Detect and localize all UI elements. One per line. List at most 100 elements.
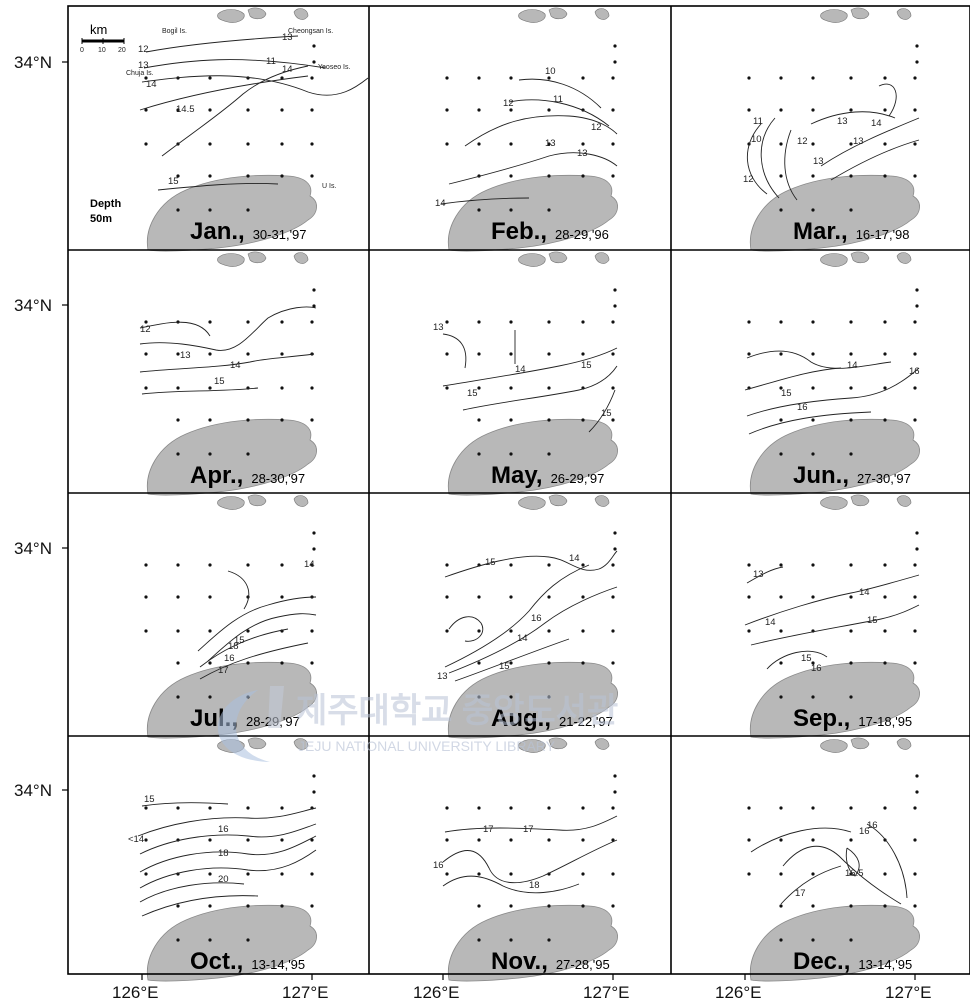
isotherm-label: 16 xyxy=(224,653,235,664)
survey-dates: 27-28,'95 xyxy=(556,957,610,972)
station-dots xyxy=(747,774,919,942)
island-label-yeoseo: Yeoseo Is. xyxy=(318,64,350,71)
isotherm-lines xyxy=(747,83,920,201)
watermark-logo xyxy=(217,690,270,762)
isotherm-label: 14.5 xyxy=(176,104,195,115)
depth-label-line1: Depth xyxy=(90,198,121,210)
isotherm-label: 17 xyxy=(218,665,229,676)
station-dots xyxy=(747,288,919,456)
jeju-island-landmass xyxy=(447,174,618,252)
isotherm-label: 15 xyxy=(601,408,612,419)
grid-frame xyxy=(67,5,970,975)
island-label-cheongsan: Cheongsan Is. xyxy=(288,28,333,35)
station-dots xyxy=(144,531,316,699)
isotherm-lines xyxy=(744,350,920,435)
isotherm-label: 10 xyxy=(545,66,556,77)
library-watermark: 제주대학교 중앙도서관 JEJU NATIONAL UNIVERSITY LIB… xyxy=(217,686,618,762)
lat-label-row3: 34°N xyxy=(14,539,52,558)
isotherm-label: 11 xyxy=(753,116,763,127)
survey-dates: 28-30,'97 xyxy=(251,471,305,486)
lon-label-col1-east: 127°E xyxy=(282,983,329,1002)
panels-layer: 12 13 14 14.5 15 13 14 11 Jan., 30-31,'97 10 11 12 13… xyxy=(128,7,920,982)
isotherm-label: 15 xyxy=(499,661,510,672)
survey-dates: 21-22,'97 xyxy=(559,714,613,729)
isotherm-label: 15 xyxy=(781,388,792,399)
isotherm-label: 14 xyxy=(517,633,528,644)
station-dots xyxy=(445,531,617,699)
scale-unit: km xyxy=(90,22,107,37)
panel-jan: 12 13 14 14.5 15 13 14 11 Jan., 30-31,'97 xyxy=(138,7,369,252)
isotherm-label: 16.5 xyxy=(845,868,864,879)
isotherm-label: 14 xyxy=(859,587,870,598)
isotherm-label: 16 xyxy=(811,663,822,674)
isotherm-label: 18 xyxy=(218,848,229,859)
northern-islands xyxy=(518,251,610,267)
isotherm-label: 13 xyxy=(753,569,764,580)
survey-dates: 13-14,'95 xyxy=(251,957,305,972)
survey-dates: 27-30,'97 xyxy=(857,471,911,486)
month-label: Dec., xyxy=(793,948,850,975)
isotherm-label: 13 xyxy=(813,156,824,167)
month-label: Jun., xyxy=(793,462,849,489)
isotherm-label: 12 xyxy=(503,98,514,109)
panel-dec: 16 16.5 17 16 Dec., 13-14,'95 xyxy=(747,737,920,982)
isotherm-label: 13 xyxy=(433,322,444,333)
northern-islands xyxy=(217,494,309,510)
survey-dates: 17-18,'95 xyxy=(858,714,912,729)
isotherm-label: 14 xyxy=(847,360,858,371)
island-label-bogil: Bogil Is. xyxy=(162,28,187,35)
lat-label-row4: 34°N xyxy=(14,781,52,800)
isotherm-label: 13 xyxy=(180,350,191,361)
isotherm-label: 16 xyxy=(909,366,920,377)
isotherm-lines xyxy=(137,802,317,917)
survey-dates: 26-29,'97 xyxy=(551,471,605,486)
month-label: Jan., xyxy=(190,218,245,245)
longitude-labels: 126°E 127°E 126°E 127°E 126°E 127°E xyxy=(112,974,932,1002)
jeju-island-landmass xyxy=(749,904,920,982)
survey-dates: 16-17,'98 xyxy=(856,227,910,242)
isotherm-label: 12 xyxy=(138,44,149,55)
survey-dates: 30-31,'97 xyxy=(253,227,307,242)
isotherm-lines xyxy=(139,35,369,191)
month-label: May, xyxy=(491,462,543,489)
month-label: Sep., xyxy=(793,705,850,732)
jeju-island-landmass xyxy=(749,418,920,496)
isotherm-label: 14 xyxy=(765,617,776,628)
month-label: Apr., xyxy=(190,462,243,489)
jeju-island-landmass xyxy=(146,418,317,496)
isotherm-label: <14 xyxy=(128,834,144,845)
isotherm-label: 13 xyxy=(837,116,848,127)
jeju-island-landmass xyxy=(447,418,618,496)
island-label-u: U Is. xyxy=(322,183,336,190)
depth-label: Depth 50m xyxy=(90,198,121,225)
station-dots xyxy=(747,531,919,699)
northern-islands xyxy=(217,251,309,267)
scale-tick-0: 0 xyxy=(80,47,84,54)
isotherm-label: 15 xyxy=(581,360,592,371)
station-dots xyxy=(445,44,617,212)
isotherm-lines xyxy=(744,566,920,670)
isotherm-label: 13 xyxy=(577,148,588,159)
northern-islands xyxy=(820,737,912,753)
isotherm-label: 14 xyxy=(515,364,526,375)
lon-label-col2-west: 126°E xyxy=(413,983,460,1002)
panel-feb: 10 11 12 13 13 14 12 Feb., 28-29,'96 xyxy=(435,7,618,252)
northern-islands xyxy=(820,7,912,23)
scale-bar: km 0 10 20 xyxy=(80,22,126,54)
isotherm-label: 15 xyxy=(168,176,179,187)
northern-islands xyxy=(217,7,309,23)
isotherm-label: 15 xyxy=(234,635,245,646)
isotherm-label: 13 xyxy=(138,60,149,71)
station-dots xyxy=(445,288,617,456)
island-labels: Bogil Is. Cheongsan Is. Yeoseo Is. Chuja… xyxy=(126,28,350,190)
station-dots xyxy=(747,44,919,212)
northern-islands xyxy=(820,494,912,510)
jeju-island-landmass xyxy=(447,661,618,739)
isotherm-lines xyxy=(444,550,618,682)
isotherm-label: 11 xyxy=(553,94,563,105)
isotherm-label: 13 xyxy=(545,138,556,149)
month-label: Aug., xyxy=(491,705,551,732)
